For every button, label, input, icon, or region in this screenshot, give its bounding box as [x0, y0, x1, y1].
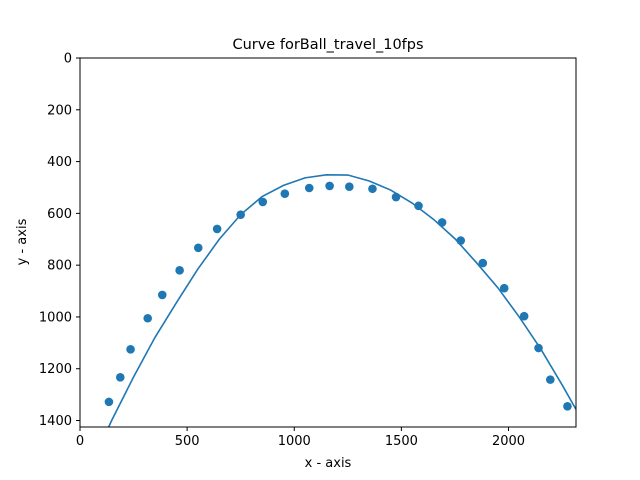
data-point	[478, 258, 488, 268]
data-point	[499, 283, 509, 293]
data-point	[143, 313, 153, 323]
fit-curve-line	[107, 173, 576, 427]
data-point	[456, 236, 466, 245]
x-tick-label: 500	[175, 434, 200, 449]
x-axis-ticks: 0 500 1000 1500 2000	[76, 427, 525, 449]
data-points-group	[104, 181, 572, 411]
data-point	[345, 182, 354, 191]
x-tick-label: 1500	[385, 434, 418, 449]
data-point	[175, 266, 184, 275]
data-point	[280, 189, 290, 198]
y-tick-label: 0	[64, 52, 72, 67]
y-tick-label: 800	[47, 259, 72, 274]
data-point	[212, 224, 222, 234]
y-tick-label: 600	[47, 207, 72, 222]
data-point	[391, 192, 401, 202]
y-tick-label: 1200	[39, 362, 72, 377]
data-point	[258, 197, 268, 207]
x-axis-label: x - axis	[305, 456, 352, 471]
data-point	[115, 372, 125, 382]
data-point	[368, 184, 377, 194]
x-tick-label: 2000	[492, 434, 525, 449]
chart-title: Curve forBall_travel_10fps	[232, 37, 423, 53]
y-tick-label: 1000	[39, 310, 72, 325]
data-point	[193, 243, 203, 253]
data-point	[437, 218, 447, 227]
data-point	[157, 290, 167, 300]
data-point	[534, 343, 543, 353]
data-point	[519, 311, 529, 321]
x-tick-label: 1000	[278, 434, 311, 449]
y-axis-label: y - axis	[15, 218, 30, 265]
fit-line-group	[107, 173, 576, 427]
data-point	[304, 183, 314, 193]
data-point	[104, 397, 114, 407]
data-point	[414, 201, 423, 211]
data-point	[126, 345, 135, 354]
plot-area-frame	[79, 57, 577, 428]
y-tick-label: 400	[47, 155, 72, 170]
y-tick-label: 200	[47, 103, 72, 118]
y-tick-label: 1400	[39, 414, 72, 429]
data-point	[325, 181, 334, 191]
data-point	[236, 210, 245, 219]
data-point	[563, 401, 572, 411]
x-tick-label: 0	[76, 434, 84, 449]
data-point	[545, 375, 555, 384]
y-axis-ticks: 0 200 400 600 800 1000 1200 1400	[39, 52, 80, 429]
